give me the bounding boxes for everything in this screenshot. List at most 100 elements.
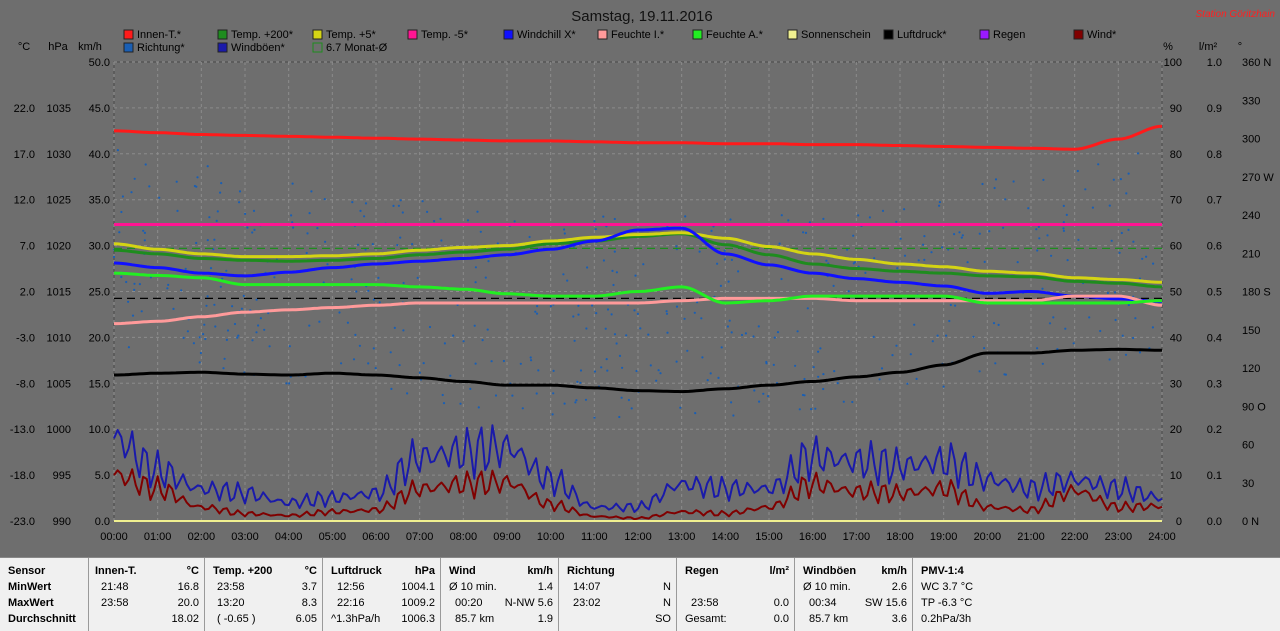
direction-point <box>439 217 442 220</box>
chart-title: Samstag, 19.11.2016 <box>571 8 713 25</box>
time-tick-label: 24:00 <box>1148 531 1176 543</box>
rain-tick-label: 0.7 <box>1207 195 1222 207</box>
direction-point <box>701 356 704 359</box>
legend-label: Windböen* <box>231 42 286 54</box>
temp-tick-label: -3.0 <box>16 332 35 344</box>
direction-point <box>519 362 522 365</box>
legend-swatch <box>312 29 323 40</box>
direction-point <box>972 335 975 338</box>
kmh-tick-label: 25.0 <box>89 287 110 299</box>
direction-point <box>378 301 381 304</box>
richtung-min-time: 14:07 <box>573 581 601 593</box>
direction-point <box>1121 334 1124 337</box>
direction-point <box>602 259 606 262</box>
direction-point <box>978 370 981 373</box>
dir-tick-label: 60 <box>1242 440 1254 452</box>
direction-point <box>214 325 217 328</box>
direction-point <box>263 328 266 331</box>
direction-point <box>1114 318 1117 322</box>
direction-point <box>308 212 311 215</box>
direction-point <box>143 231 146 234</box>
direction-point <box>452 334 455 337</box>
direction-point <box>486 328 489 331</box>
legend-label: Temp. -5* <box>421 29 469 41</box>
legend-label: Innen-T.* <box>137 29 182 41</box>
kmh-tick-label: 35.0 <box>89 195 110 207</box>
windboen-distance: 85.7 km <box>809 613 849 625</box>
pct-tick-label: 70 <box>1170 195 1182 207</box>
direction-point <box>716 262 719 265</box>
direction-point <box>780 214 783 217</box>
direction-point <box>666 331 669 334</box>
wind-avg-val: 1.9 <box>537 613 553 625</box>
rain-tick-label: 0.6 <box>1207 241 1222 253</box>
direction-point <box>1127 172 1130 175</box>
time-tick-label: 14:00 <box>712 531 740 543</box>
direction-point <box>306 232 309 235</box>
legend-swatch <box>503 29 514 40</box>
luftdruck-max-val: 1009.2 <box>401 597 435 609</box>
direction-point <box>213 238 216 241</box>
richtung-min-val: N <box>663 581 671 593</box>
direction-point <box>635 369 638 373</box>
direction-point <box>1042 178 1045 181</box>
direction-point <box>392 204 395 207</box>
rain-tick-label: 0.1 <box>1207 470 1222 482</box>
dir-tick-label: 0 N <box>1242 516 1259 528</box>
direction-point <box>1108 358 1111 361</box>
time-tick-label: 00:00 <box>100 531 128 543</box>
direction-point <box>120 210 123 214</box>
direction-point <box>639 327 642 330</box>
row-label-min: MinWert <box>8 581 52 593</box>
stats-regen: Regen l/m² 23:58 0.0 Gesamt: 0.0 <box>676 558 795 631</box>
windboen-head: Windböen <box>803 565 857 577</box>
legend-swatch <box>979 29 990 40</box>
hpa-tick-label: 1005 <box>47 378 71 390</box>
direction-point <box>1106 291 1109 295</box>
direction-point <box>620 396 623 399</box>
series-line-temp-5 <box>113 231 1162 284</box>
direction-point <box>794 364 797 367</box>
regen-unit: l/m² <box>769 565 789 577</box>
direction-point <box>255 298 258 301</box>
direction-point <box>803 377 806 381</box>
direction-point <box>1048 322 1052 325</box>
direction-point <box>852 234 855 237</box>
direction-point <box>324 240 327 243</box>
direction-point <box>225 269 228 272</box>
direction-point <box>773 336 776 339</box>
direction-point <box>740 333 744 337</box>
luftdruck-trend: ^1.3hPa/h <box>331 613 381 625</box>
direction-point <box>1076 169 1079 173</box>
direction-point <box>390 387 393 390</box>
direction-point <box>706 379 709 382</box>
direction-point <box>213 303 216 306</box>
rain-tick-label: 0.5 <box>1207 287 1222 299</box>
direction-point <box>994 362 997 365</box>
direction-point <box>981 182 984 186</box>
right-unit-label: l/m² <box>1199 41 1218 53</box>
direction-point <box>1077 238 1080 241</box>
time-tick-label: 23:00 <box>1105 531 1133 543</box>
direction-point <box>579 369 583 372</box>
direction-point <box>922 243 925 246</box>
direction-point <box>923 235 926 238</box>
direction-point <box>535 312 539 315</box>
time-tick-label: 07:00 <box>406 531 434 543</box>
direction-point <box>851 400 854 404</box>
direction-point <box>730 401 733 404</box>
temp200-head: Temp. +200 <box>213 565 273 577</box>
wind-min-label: Ø 10 min. <box>449 581 497 593</box>
kmh-tick-label: 45.0 <box>89 103 110 115</box>
direction-point <box>602 215 605 218</box>
richtung-avg-val: SO <box>655 613 671 625</box>
dir-tick-label: 180 S <box>1242 287 1271 299</box>
direction-point <box>1038 237 1041 240</box>
direction-point <box>618 354 622 357</box>
direction-point <box>238 190 242 193</box>
direction-point <box>433 220 436 223</box>
temp200-unit: °C <box>304 565 317 577</box>
direction-point <box>758 400 761 403</box>
direction-point <box>118 231 121 234</box>
direction-point <box>196 176 199 179</box>
